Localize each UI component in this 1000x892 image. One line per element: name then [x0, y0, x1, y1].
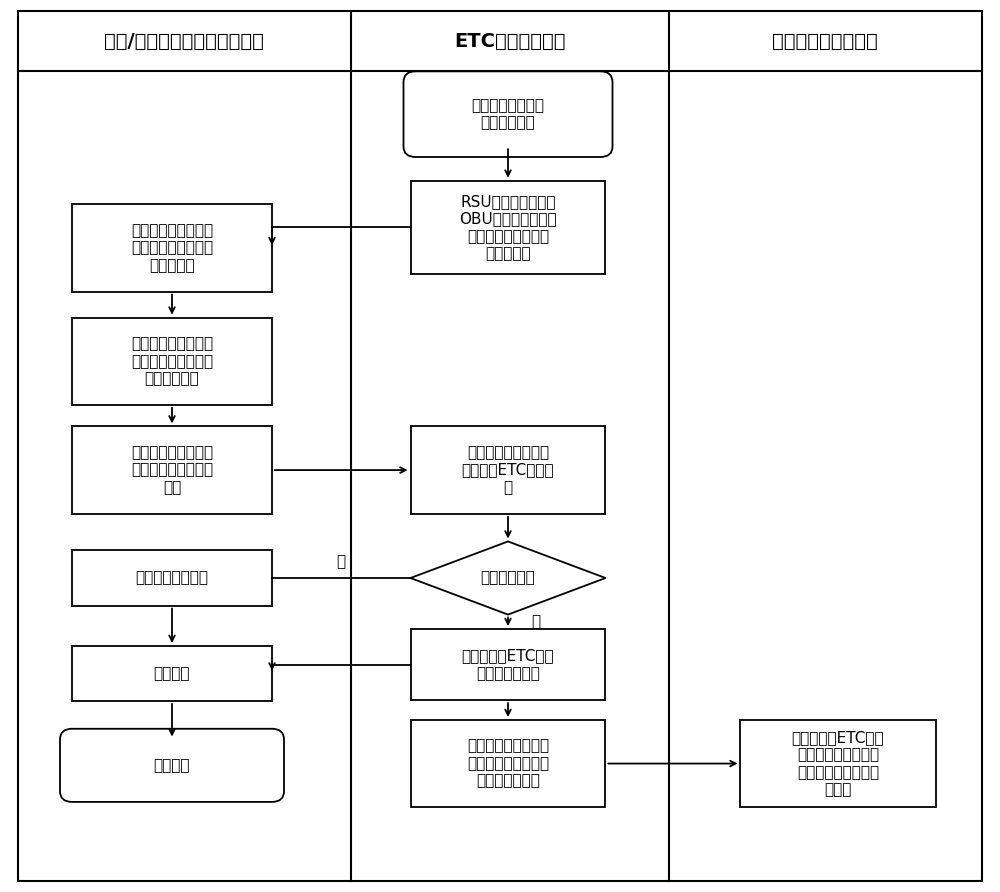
Text: 根据该车辆时间、优
惠等信息计算应收金
额、实收金额: 根据该车辆时间、优 惠等信息计算应收金 额、实收金额 [131, 336, 213, 386]
FancyBboxPatch shape [411, 629, 605, 700]
FancyBboxPatch shape [60, 729, 284, 802]
Text: 发送车牌号、应收金
额、交易金额、附加
信息: 发送车牌号、应收金 额、交易金额、附加 信息 [131, 445, 213, 495]
Text: 根据网络通信情况和
传输设置，发送交易
流水、状态数据: 根据网络通信情况和 传输设置，发送交易 流水、状态数据 [467, 739, 549, 789]
Text: RSU捕获并读取车辆
OBU内车牌号、车牌
颜色、轴数等车辆信
息，并发送: RSU捕获并读取车辆 OBU内车牌号、车牌 颜色、轴数等车辆信 息，并发送 [459, 194, 557, 261]
Text: 放行车辆: 放行车辆 [154, 666, 190, 681]
Text: 接收数据，ETC车辆
清分结算、跨省清分
结算及记账；运行状
态监测: 接收数据，ETC车辆 清分结算、跨省清分 结算及记账；运行状 态监测 [792, 730, 884, 797]
Text: 否: 否 [337, 555, 346, 569]
Text: 交易是否成功: 交易是否成功 [481, 571, 535, 585]
Text: 其他支付方式收费: 其他支付方式收费 [136, 571, 208, 585]
FancyBboxPatch shape [72, 318, 272, 405]
Polygon shape [411, 541, 606, 615]
FancyBboxPatch shape [411, 426, 605, 514]
FancyBboxPatch shape [403, 71, 612, 157]
FancyBboxPatch shape [740, 720, 936, 807]
FancyBboxPatch shape [72, 646, 272, 701]
FancyBboxPatch shape [72, 204, 272, 292]
FancyBboxPatch shape [411, 720, 605, 807]
Text: 运营、清分结算平台: 运营、清分结算平台 [772, 31, 878, 51]
Text: 车辆到达停车场出
口等收费场所: 车辆到达停车场出 口等收费场所 [472, 98, 544, 130]
Text: 处理结束: 处理结束 [154, 758, 190, 772]
FancyBboxPatch shape [72, 550, 272, 606]
FancyBboxPatch shape [411, 180, 605, 275]
Text: 接收车牌号等车辆信
息，并查询该车停车
场入口信息: 接收车牌号等车辆信 息，并查询该车停车 场入口信息 [131, 223, 213, 273]
FancyBboxPatch shape [72, 426, 272, 514]
Text: ETC拓展交易设备: ETC拓展交易设备 [454, 31, 565, 51]
Text: 核对车辆信息，对该
车辆进行ETC扣费交
易: 核对车辆信息，对该 车辆进行ETC扣费交 易 [462, 445, 554, 495]
Text: 生成该车辆ETC交易
流水等数据记录: 生成该车辆ETC交易 流水等数据记录 [462, 648, 554, 681]
Text: 现有/新建停车场系统出口车道: 现有/新建停车场系统出口车道 [104, 31, 264, 51]
Text: 是: 是 [531, 615, 541, 629]
